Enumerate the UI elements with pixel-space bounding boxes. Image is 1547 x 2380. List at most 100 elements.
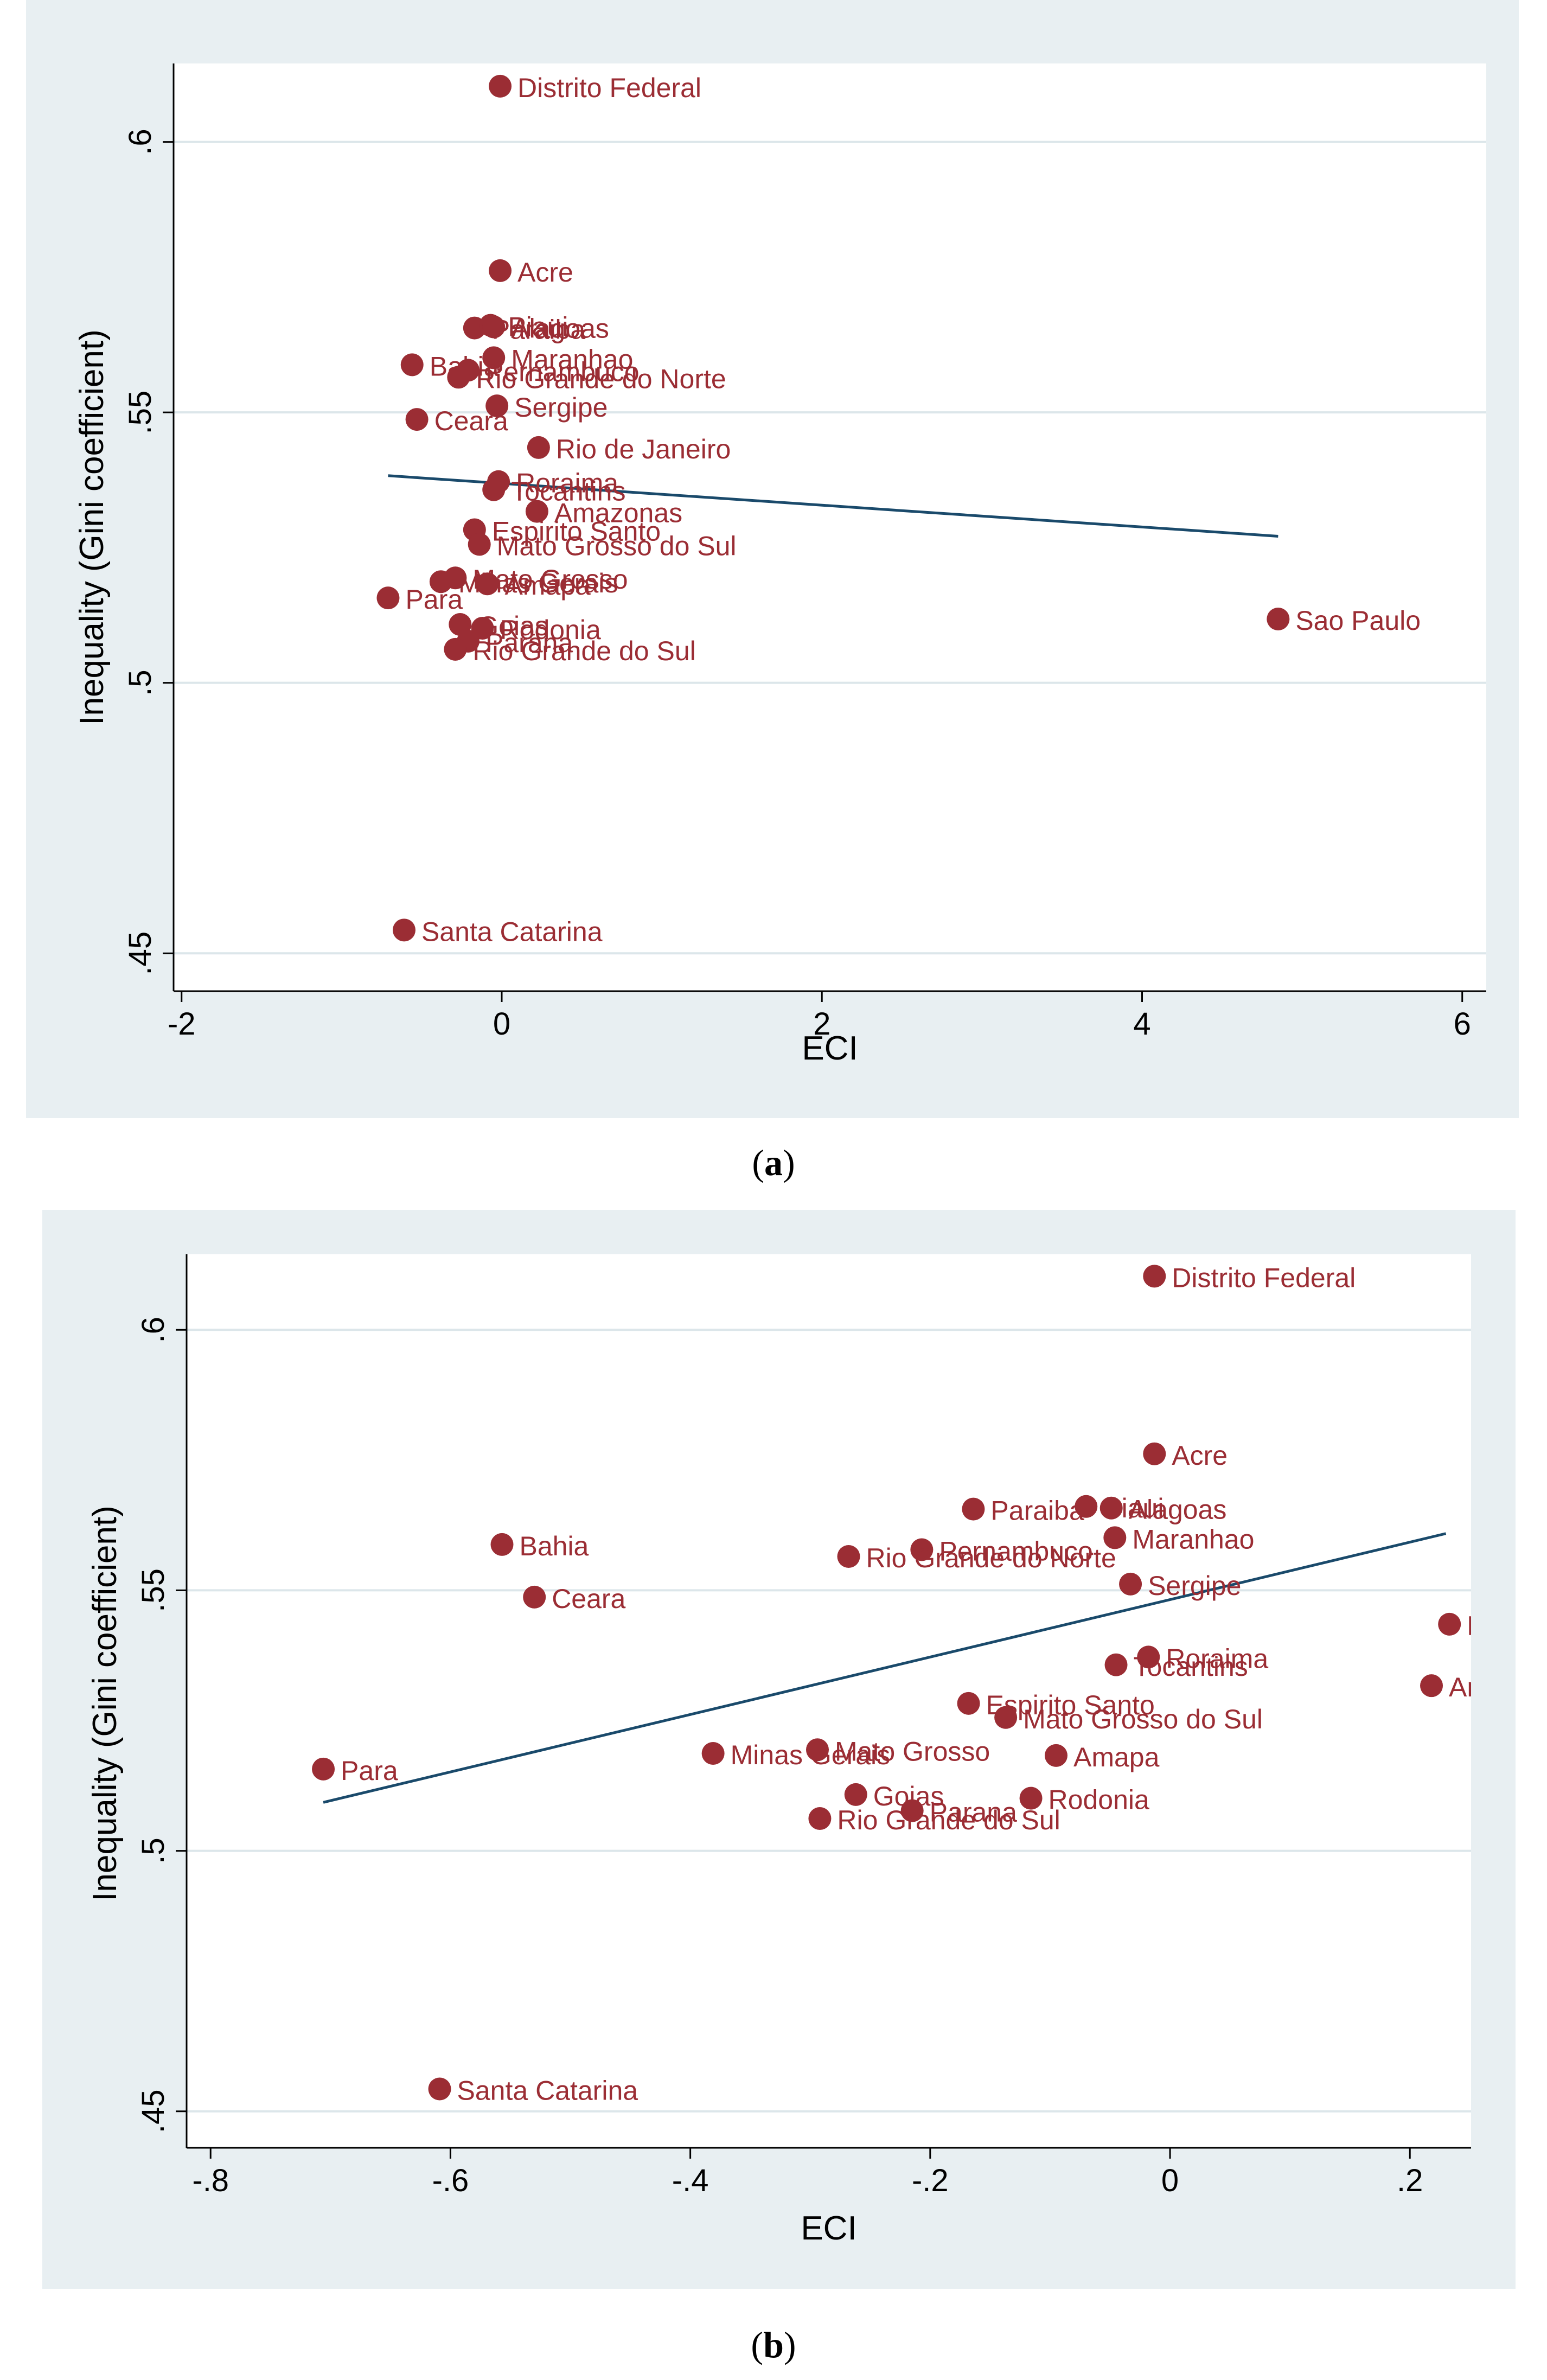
x-tick-label: -.4 xyxy=(672,2163,709,2198)
data-point-label: Santa Catarina xyxy=(421,916,603,947)
x-axis-label-b: ECI xyxy=(801,2210,856,2247)
data-point xyxy=(1143,1265,1166,1288)
data-point-label: Roraima xyxy=(1166,1643,1268,1674)
data-point xyxy=(962,1497,985,1521)
data-point-label: Alagoas xyxy=(511,314,609,344)
y-ticks-b: .45 .5 .55 .6 xyxy=(136,1317,187,2133)
data-point-label: Rodonia xyxy=(500,615,601,645)
x-tick-label: 0 xyxy=(493,1006,510,1042)
data-point-label: Parana xyxy=(930,1797,1017,1828)
data-point xyxy=(476,572,499,596)
data-point-label: Tocantins xyxy=(1134,1651,1248,1682)
data-point-label: Bahia xyxy=(519,1531,589,1561)
y-tick-label: .6 xyxy=(136,1317,171,1343)
data-point-label: Maranhao xyxy=(511,344,633,374)
x-tick-label: -.2 xyxy=(912,2163,949,2198)
data-point-label: Sergipe xyxy=(514,392,608,423)
data-point xyxy=(428,2077,451,2101)
data-point-label: Piaui xyxy=(508,312,568,342)
data-point-label: Rio Grande do Norte xyxy=(866,1543,1116,1573)
data-point-label: Rio de Janeiro xyxy=(556,434,731,464)
y-tick-label: .45 xyxy=(123,931,158,975)
data-point-label: Amapa xyxy=(504,570,591,601)
data-point xyxy=(447,366,470,389)
data-point xyxy=(400,353,424,377)
panel-caption-a: (a) xyxy=(752,1142,795,1183)
data-point-label: Roraima xyxy=(516,468,618,499)
data-point xyxy=(910,1538,934,1561)
data-point-label: Rio Grande do Sul xyxy=(837,1805,1060,1835)
x-ticks-a: -2 0 2 4 6 xyxy=(168,991,1471,1042)
data-point-label: Sergipe xyxy=(1148,1571,1241,1601)
data-point-label: Mato Grosso do Sul xyxy=(497,531,737,561)
data-point xyxy=(482,315,506,339)
data-point xyxy=(485,394,509,418)
data-point xyxy=(900,1799,924,1822)
data-point-label: Mato Grosso xyxy=(835,1736,990,1766)
data-point-label: Santa Catarina xyxy=(457,2075,638,2105)
x-tick-label: 6 xyxy=(1454,1006,1471,1042)
data-point-label: Para xyxy=(405,584,463,615)
data-point-label: Para xyxy=(341,1756,398,1786)
data-point xyxy=(1143,1442,1166,1465)
y-tick-label: .55 xyxy=(123,391,158,435)
x-tick-label: 4 xyxy=(1133,1006,1150,1042)
x-ticks-b: -.8 -.6 -.4 -.2 0 .2 xyxy=(192,2148,1423,2198)
data-point xyxy=(1044,1744,1067,1767)
y-tick-label: .5 xyxy=(136,1837,171,1864)
data-point xyxy=(312,1757,335,1781)
y-tick-label: .5 xyxy=(123,669,158,696)
data-point xyxy=(489,259,512,282)
data-point xyxy=(489,74,512,98)
y-axis-label-b: Inequality (Gini coefficient) xyxy=(86,1505,124,1901)
data-point xyxy=(1420,1674,1443,1698)
x-tick-label: -.6 xyxy=(432,2163,469,2198)
data-point-label: Parana xyxy=(485,628,573,658)
data-point xyxy=(1119,1572,1142,1596)
data-point-label: Paraiba xyxy=(990,1496,1084,1526)
data-point-label: Acre xyxy=(517,257,573,288)
data-point-label: Rio Grande do Sul xyxy=(472,636,695,666)
x-tick-label: -.8 xyxy=(192,2163,229,2198)
data-point xyxy=(482,346,506,369)
data-point-label: Sao Paulo xyxy=(1295,605,1421,636)
plot-area-a xyxy=(174,63,1486,991)
data-point-label: Tocantins xyxy=(511,476,625,507)
data-point xyxy=(837,1545,860,1568)
data-point-label: Ceara xyxy=(434,406,508,436)
x-axis-label-a: ECI xyxy=(802,1030,858,1067)
data-point xyxy=(994,1706,1018,1729)
data-point xyxy=(701,1742,725,1765)
data-point xyxy=(482,478,506,501)
data-point-label: Mato Grosso do Sul xyxy=(1023,1704,1263,1734)
panel-caption-b: (b) xyxy=(751,2324,796,2365)
y-tick-label: .55 xyxy=(136,1568,171,1612)
x-tick-label: 2 xyxy=(813,1006,830,1042)
data-point xyxy=(808,1807,832,1830)
data-point xyxy=(490,1533,514,1556)
data-point-label: Rodonia xyxy=(1049,1785,1149,1815)
data-point xyxy=(1103,1526,1127,1549)
gridlines-b xyxy=(187,1329,1471,2113)
data-point-label: Rio de Janeiro xyxy=(1467,1611,1547,1641)
data-point-label: Maranhao xyxy=(1132,1524,1254,1554)
data-point-label: Pernambuco xyxy=(939,1536,1093,1567)
data-point xyxy=(1137,1645,1160,1669)
gridlines-a xyxy=(174,141,1486,955)
data-point xyxy=(444,637,467,661)
data-point xyxy=(1075,1495,1098,1518)
data-point-label: Acre xyxy=(1172,1440,1228,1471)
data-point-label: Amazonas xyxy=(1449,1672,1547,1702)
plot-area-b xyxy=(187,1254,1471,2148)
data-point xyxy=(523,1585,546,1609)
data-point-label: Mato Grosso xyxy=(472,564,628,595)
data-point-label: Amapa xyxy=(1073,1742,1160,1772)
y-tick-label: .45 xyxy=(136,2089,171,2133)
data-point xyxy=(527,436,550,459)
data-point-label: Distrito Federal xyxy=(1172,1262,1356,1293)
data-point xyxy=(1019,1786,1043,1810)
data-point xyxy=(844,1783,867,1806)
data-point xyxy=(806,1738,829,1762)
